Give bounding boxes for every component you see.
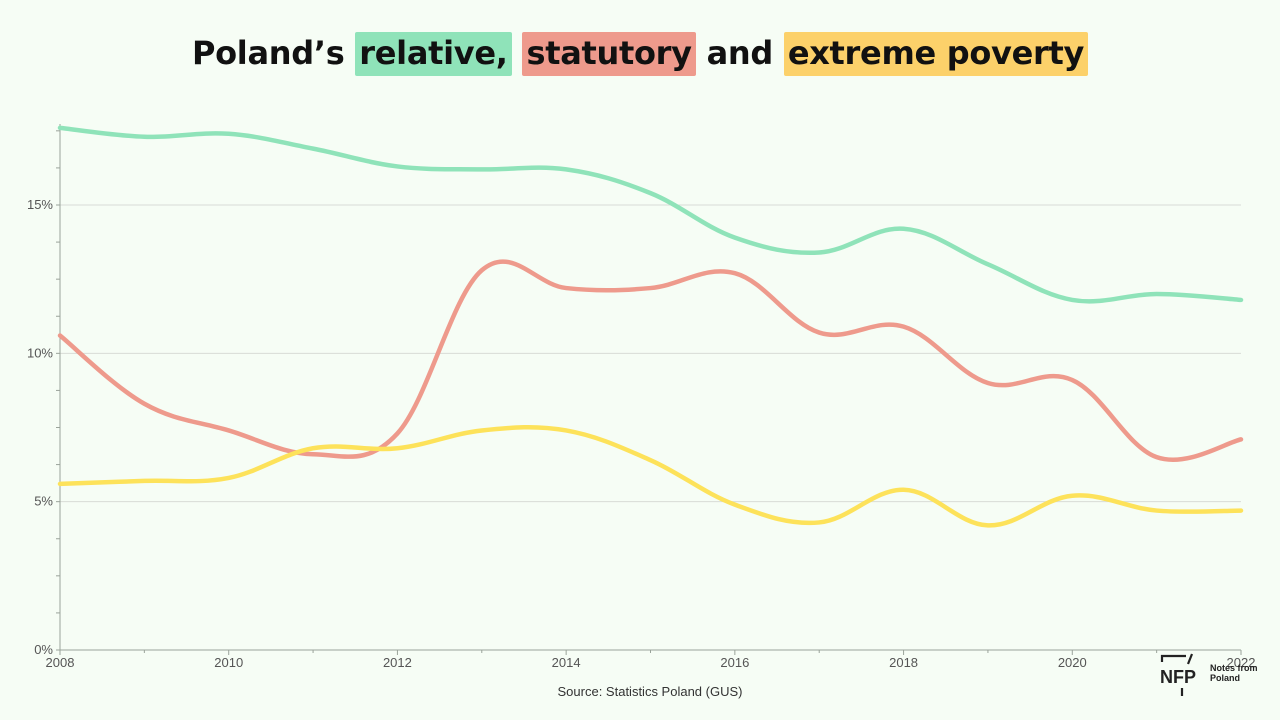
y-tick-label: 15% (27, 197, 53, 212)
x-tick-label: 2016 (720, 655, 749, 670)
y-tick-label: 0% (34, 642, 53, 657)
logo-mark: NFP (1160, 667, 1196, 687)
y-tick-label: 10% (27, 345, 53, 360)
logo-text: Notes from Poland (1210, 663, 1258, 683)
source-note: Source: Statistics Poland (GUS) (557, 684, 743, 699)
series-line-extreme (57, 424, 1244, 528)
gridlines (60, 204, 1241, 503)
x-tick-label: 2018 (889, 655, 918, 670)
y-tick-label: 5% (34, 494, 53, 509)
title-extreme-highlight: extreme poverty (783, 32, 1089, 76)
series-line-statutory (57, 259, 1244, 462)
x-tick-label: 2008 (46, 655, 75, 670)
title-prefix: Poland’s (191, 34, 356, 72)
series-lines (57, 125, 1244, 528)
x-tick-label: 2010 (214, 655, 243, 670)
x-tick-label: 2012 (383, 655, 412, 670)
nfp-logo-icon: NFP (1160, 653, 1196, 696)
title-middle: and (695, 34, 784, 72)
tick-labels: 0% 5% 10% 15% 2008 2010 2012 2014 2016 2018 2020 20… (27, 197, 1255, 670)
series-line-relative (57, 125, 1244, 304)
title-relative-highlight: relative, (355, 32, 512, 76)
logo-line-2: Poland (1210, 673, 1241, 683)
chart-title: Poland’s relative, statutory and extreme… (0, 32, 1280, 76)
axes (56, 124, 1242, 655)
nfp-logo: NFP Notes from Poland (1158, 652, 1258, 700)
x-tick-label: 2014 (552, 655, 581, 670)
title-statutory-highlight: statutory (522, 32, 696, 76)
x-tick-label: 2022 (1227, 655, 1256, 670)
x-tick-label: 2020 (1058, 655, 1087, 670)
logo-line-1: Notes from (1210, 663, 1258, 673)
